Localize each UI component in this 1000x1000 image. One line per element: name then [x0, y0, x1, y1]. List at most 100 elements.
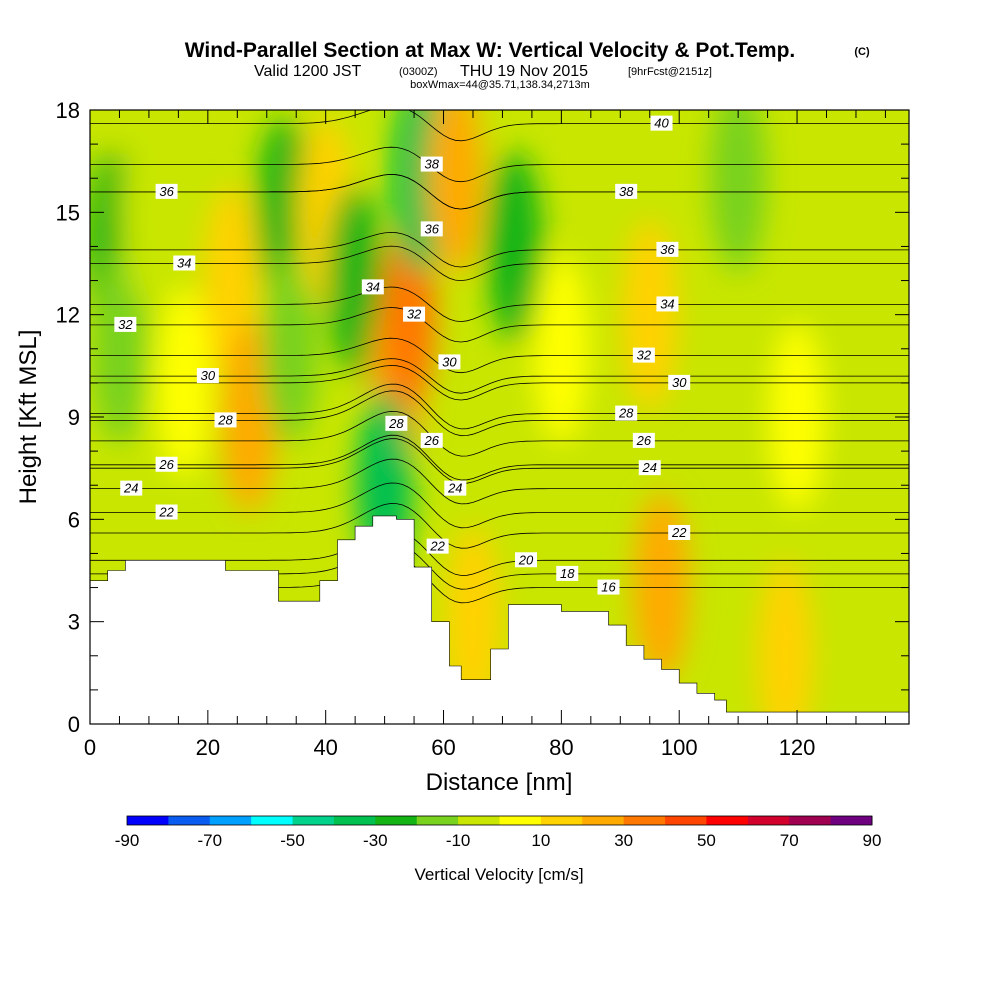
w-cell-16 — [533, 253, 590, 444]
isentrope-26-7 — [90, 434, 909, 481]
isentrope-label-0-box — [597, 579, 620, 595]
isentrope-20-2 — [90, 530, 909, 576]
x-axis-label: Distance [nm] — [426, 769, 573, 796]
isentrope-label-3-text: 22 — [158, 505, 174, 520]
colorbar-swatch-17 — [830, 816, 873, 825]
inline-label-6-text: 24 — [447, 481, 462, 496]
isentrope-22-4 — [90, 503, 909, 549]
isentrope-label-8-box — [632, 432, 655, 448]
isentrope-label-7-box — [155, 456, 178, 472]
x-tick-label-20: 20 — [196, 735, 220, 760]
isentrope-label-8: 26 — [632, 432, 655, 448]
inline-label-5-text: 26 — [424, 433, 440, 448]
isentrope-label-18-box — [656, 241, 679, 257]
isentrope-30-12 — [90, 365, 909, 401]
isentrope-label-7-text: 26 — [158, 457, 174, 472]
inline-label-2-text: 32 — [407, 307, 422, 322]
y-tick-label-18: 18 — [56, 98, 80, 123]
colorbar-ticks: -90 -70 -50 -30 -10 10 30 50 70 90 — [115, 831, 882, 850]
terrain — [90, 515, 909, 724]
y-tick-label-9: 9 — [68, 405, 80, 430]
isentrope-label-14: 32 — [632, 347, 655, 363]
isentrope-label-1-text: 18 — [560, 566, 575, 581]
colorbar-swatch-14 — [706, 816, 749, 825]
inline-label-1-box — [361, 279, 384, 295]
colorbar-tick-70: 70 — [780, 831, 799, 850]
isentrope-label-6-text: 24 — [642, 460, 657, 475]
isentrope-label-2: 20 — [515, 552, 538, 568]
isentrope-label-0-text: 16 — [601, 580, 616, 595]
colorbar-tick--30: -30 — [363, 831, 388, 850]
inline-label-0-box — [420, 221, 443, 237]
colorbar-swatch-6 — [375, 816, 418, 825]
y-tick-label-0: 0 — [68, 712, 80, 737]
colorbar-swatch-11 — [582, 816, 625, 825]
isentrope-label-5: 24 — [120, 480, 143, 496]
isentrope-label-18-text: 36 — [660, 242, 675, 257]
inline-label-5: 26 — [420, 432, 443, 448]
isentrope-label-11-text: 30 — [201, 368, 216, 383]
isentrope-label-13: 32 — [114, 316, 137, 332]
isentrope-label-17-text: 36 — [159, 184, 174, 199]
isentrope-24-5 — [90, 458, 909, 505]
isentrope-label-4-box — [668, 524, 691, 540]
isentrope-24-6 — [90, 438, 909, 484]
inline-label-7-text: 22 — [429, 539, 445, 554]
inline-label-1-text: 34 — [366, 279, 380, 294]
isentrope-label-15: 34 — [173, 255, 196, 271]
y-tick-label-12: 12 — [56, 303, 80, 328]
isentrope-label-4: 22 — [668, 524, 691, 540]
subtitle-zulu: (0300Z) — [399, 66, 438, 78]
inline-label-3-box — [438, 354, 461, 370]
colorbar-frame — [126, 815, 873, 826]
inline-label-5-box — [420, 432, 443, 448]
y-tick-label-15: 15 — [56, 200, 80, 225]
isentrope-label-20-box — [615, 183, 638, 199]
isentrope-label-16-text: 34 — [660, 296, 674, 311]
colorbar-swatch-10 — [540, 816, 583, 825]
colorbar-label: Vertical Velocity [cm/s] — [414, 865, 583, 884]
isentrope-label-19-box — [420, 156, 443, 172]
w-cell-7 — [262, 253, 319, 444]
isentrope-label-10-box — [615, 405, 638, 421]
colorbar-tick--70: -70 — [197, 831, 222, 850]
colorbar-tick--90: -90 — [115, 831, 140, 850]
colorbar-swatch-2 — [209, 816, 252, 825]
isentrope-label-2-box — [515, 552, 538, 568]
isentrope-label-13-text: 32 — [118, 317, 133, 332]
isentrope-label-16: 34 — [656, 296, 679, 312]
y-tick-label-3: 3 — [68, 610, 80, 635]
colorbar-swatch-9 — [499, 816, 542, 825]
isentrope-label-9-text: 28 — [217, 412, 233, 427]
isentrope-label-11: 30 — [196, 368, 219, 384]
isentrope-label-6-box — [638, 460, 661, 476]
isentrope-label-4-text: 22 — [671, 525, 687, 540]
x-tick-label-0: 0 — [84, 735, 96, 760]
colorbar-swatch-5 — [333, 816, 376, 825]
x-tick-label-80: 80 — [549, 735, 573, 760]
x-tick-label-100: 100 — [661, 735, 698, 760]
colorbar-swatch-15 — [747, 816, 790, 825]
isentrope-label-17: 36 — [155, 183, 178, 199]
isentrope-label-19: 38 — [420, 156, 443, 172]
colorbar-swatch-12 — [623, 816, 666, 825]
isentrope-label-13-box — [114, 316, 137, 332]
subtitle-box: boxWmax=44@35.71,138.34,2713m — [410, 79, 590, 91]
w-cell-19 — [769, 322, 826, 512]
colorbar-tick-50: 50 — [697, 831, 716, 850]
isentrope-label-0: 16 — [597, 579, 620, 595]
inline-label-0: 36 — [420, 221, 443, 237]
copyright-mark: (C) — [854, 46, 870, 58]
isentrope-label-21-text: 40 — [654, 116, 669, 131]
inline-label-2-box — [403, 306, 426, 322]
x-tick-label-120: 120 — [779, 735, 816, 760]
isentrope-label-1-box — [556, 565, 579, 581]
isentrope-26-8 — [90, 410, 909, 457]
y-tick-label-6: 6 — [68, 507, 80, 532]
subtitle-forecast: [9hrFcst@2151z] — [628, 66, 712, 78]
colorbar-tick--50: -50 — [280, 831, 305, 850]
isentrope-38-19 — [90, 146, 909, 183]
inline-label-2: 32 — [403, 306, 426, 322]
plot-area — [90, 110, 909, 724]
